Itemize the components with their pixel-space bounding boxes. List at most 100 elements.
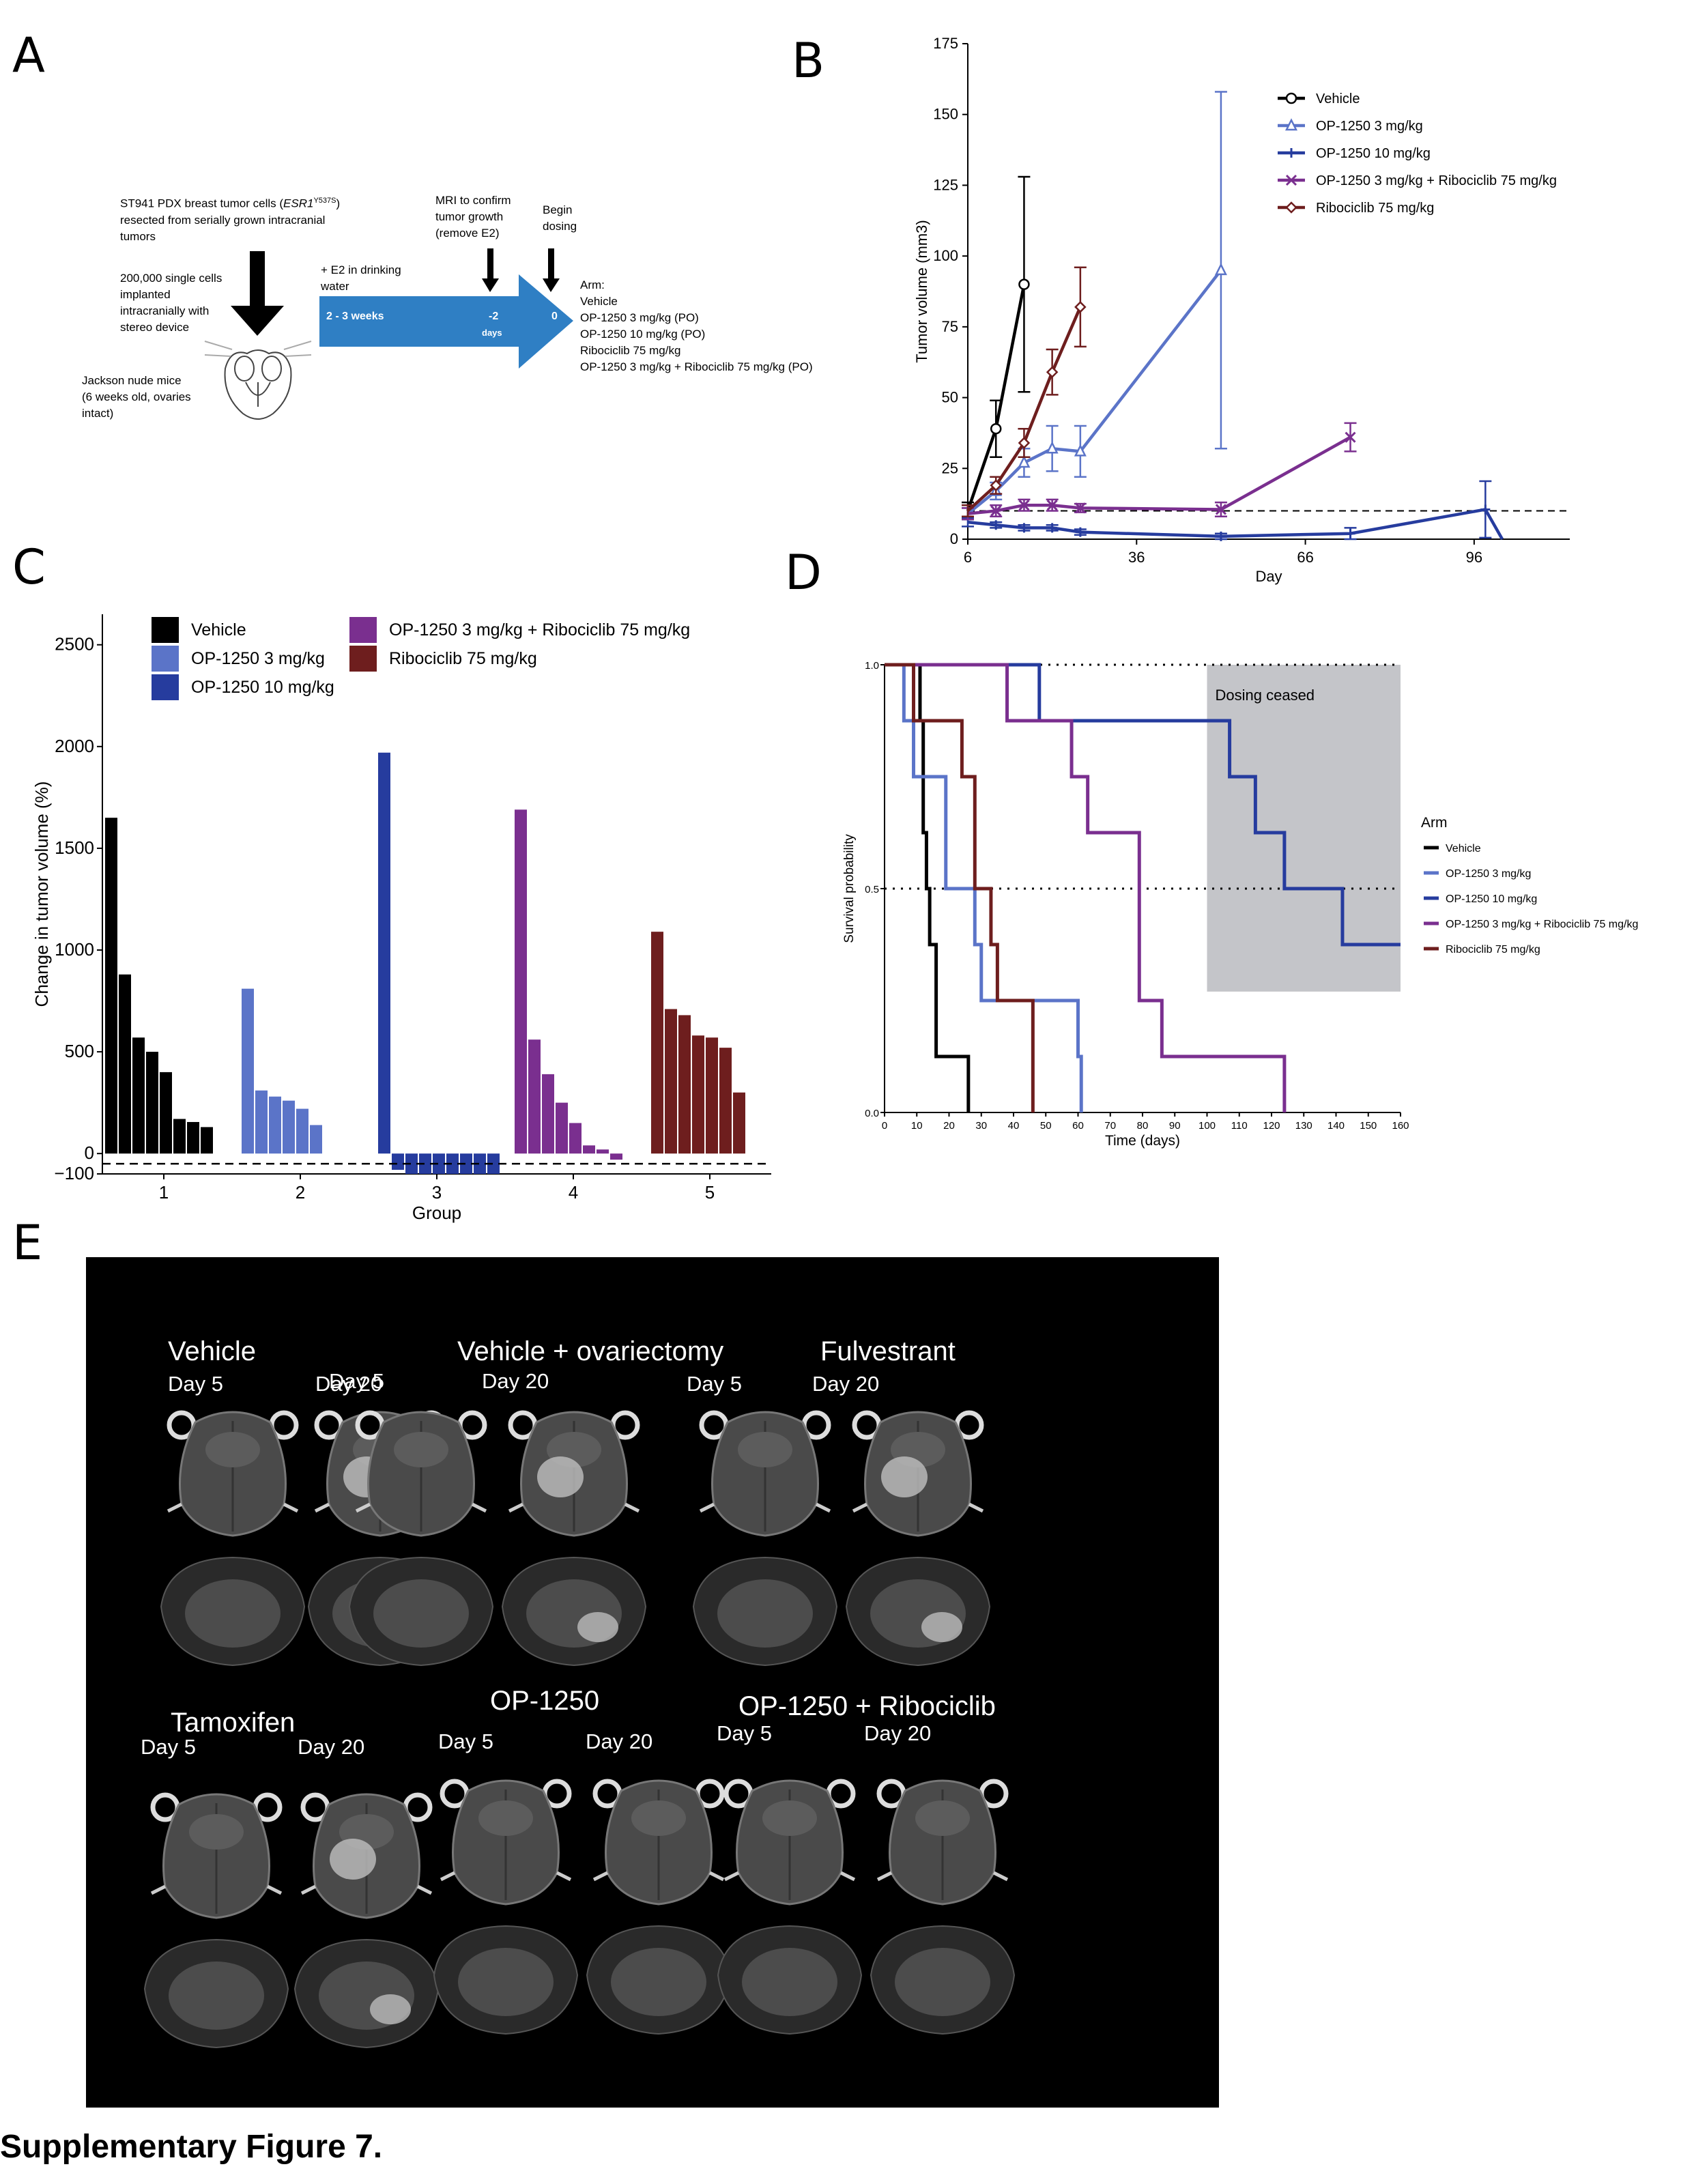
mri-day-label: Day 20: [812, 1372, 880, 1396]
mri-day-label: Day 20: [864, 1721, 932, 1745]
b-y-tick-label: 50: [942, 389, 958, 406]
d-x-tick-label: 130: [1295, 1120, 1312, 1132]
brain-coronal-tissue: [373, 1579, 469, 1648]
d-x-axis-label: Time (days): [1105, 1133, 1180, 1149]
ear-outline: [699, 1502, 831, 1513]
dosing-arrow-icon: [543, 248, 560, 292]
b-y-axis-label: Tumor volume (mm3): [913, 220, 930, 362]
c-bar: [597, 1149, 609, 1154]
c-bar: [692, 1035, 704, 1154]
mri-scan-image: [845, 1410, 991, 1667]
b-data-point: [1046, 441, 1059, 454]
mri-scan-image: [501, 1410, 647, 1667]
panel-a-diagram: 2 - 3 weeks -2 days 0: [204, 248, 573, 420]
c-legend-swatch: [152, 646, 179, 672]
b-data-point: [1074, 502, 1086, 514]
ear-outline: [300, 1884, 433, 1895]
c-group-3: [378, 752, 500, 1174]
mri-day-label: Day 5: [329, 1369, 384, 1393]
brain-lobe: [205, 1432, 260, 1467]
tumor-enhancement: [881, 1456, 928, 1497]
c-bar: [678, 1015, 691, 1154]
ear-outline: [852, 1502, 984, 1513]
d-x-tick-label: 150: [1360, 1120, 1377, 1132]
d-x-tick-label: 160: [1392, 1120, 1409, 1132]
mri-day-label: Day 20: [482, 1369, 549, 1393]
c-y-tick-label: −100: [54, 1163, 94, 1183]
brain-coronal-tissue: [185, 1579, 281, 1648]
mri-scan-image: [143, 1792, 289, 2049]
b-data-point: [1018, 437, 1031, 449]
c-x-axis-label: Group: [412, 1203, 461, 1223]
brain-coronal-tissue: [717, 1579, 813, 1648]
b-data-point: [1345, 528, 1355, 538]
b-data-point: [1018, 455, 1031, 468]
b-x-tick-label: 6: [964, 549, 972, 566]
c-bar: [433, 1153, 445, 1174]
b-y-tick-label: 150: [933, 106, 958, 123]
c-bar: [528, 1039, 541, 1154]
c-x-tick-label: 2: [296, 1182, 305, 1203]
arrow-minus2-label: -2: [489, 311, 498, 322]
d-x-tick-label: 0: [882, 1120, 887, 1132]
c-bar: [583, 1145, 595, 1154]
b-x-tick-label: 36: [1128, 549, 1145, 566]
panel-a-begin-text: Begin dosing: [543, 203, 577, 233]
b-data-point: [1074, 301, 1087, 313]
d-x-tick-label: 30: [975, 1120, 987, 1132]
panel-label-d: D: [785, 545, 822, 601]
c-bar: [255, 1090, 268, 1154]
c-group-1: [105, 818, 213, 1154]
c-y-axis-label: Change in tumor volume (%): [31, 781, 52, 1007]
c-y-tick-label: 2500: [55, 634, 94, 655]
b-series-1: OP-1250 3 mg/kg: [962, 91, 1423, 521]
mri-scan-image: [160, 1410, 306, 1667]
c-legend-label: Ribociclib 75 mg/kg: [389, 649, 537, 668]
b-data-point: [1285, 92, 1297, 104]
ear-outline: [508, 1502, 640, 1513]
c-legend-label: OP-1250 3 mg/kg: [191, 649, 325, 668]
c-bar: [556, 1102, 568, 1154]
c-group-2: [242, 988, 322, 1154]
brain-coronal-tissue: [895, 1948, 990, 2016]
c-legend-swatch: [152, 617, 179, 643]
b-data-point: [1047, 523, 1057, 533]
c-y-tick-label: 1500: [55, 837, 94, 858]
c-bar: [405, 1153, 418, 1174]
b-data-point: [1284, 118, 1298, 131]
b-legend-label: Vehicle: [1316, 91, 1360, 106]
c-bar: [242, 988, 254, 1154]
panel-label-b: B: [792, 33, 825, 89]
d-dosing-label: Dosing ceased: [1216, 687, 1315, 704]
mri-group-title: OP-1250: [490, 1686, 600, 1716]
d-y-tick-label: 0.5: [865, 884, 879, 895]
c-bar: [487, 1153, 500, 1174]
d-x-tick-label: 110: [1231, 1120, 1248, 1132]
mri-group-title: Tamoxifen: [171, 1708, 296, 1738]
brain-lobe: [915, 1800, 970, 1836]
d-survival-curve: [885, 663, 1035, 1112]
b-data-point: [990, 422, 1002, 435]
c-bar: [269, 1096, 281, 1154]
d-x-tick-label: 50: [1040, 1120, 1052, 1132]
mri-scan-image: [293, 1792, 440, 2049]
b-data-point: [1480, 504, 1491, 515]
ear-outline: [440, 1871, 572, 1882]
panel-a-mice-text: Jackson nude mice (6 weeks old, ovaries in…: [82, 374, 191, 420]
d-legend-title: Arm: [1421, 815, 1448, 831]
mri-day-label: Day 20: [315, 1372, 383, 1396]
b-series-4: Ribociclib 75 mg/kg: [962, 201, 1434, 518]
mri-day-label: Day 5: [168, 1372, 223, 1396]
mri-scan-image: [717, 1779, 863, 2035]
b-data-point: [1215, 504, 1226, 515]
b-x-tick-label: 96: [1466, 549, 1482, 566]
b-y-tick-label: 100: [933, 247, 958, 264]
b-y-tick-label: 0: [950, 530, 958, 547]
c-bar: [651, 932, 663, 1154]
mri-group-title: OP-1250 + Ribociclib: [738, 1691, 996, 1721]
ear-outline: [150, 1884, 283, 1895]
panel-a-mri-text: MRI to confirm tumor growth (remove E2): [435, 194, 511, 240]
brain-lobe: [189, 1814, 244, 1850]
c-y-tick-label: 2000: [55, 736, 94, 756]
brain-lobe: [762, 1800, 817, 1836]
